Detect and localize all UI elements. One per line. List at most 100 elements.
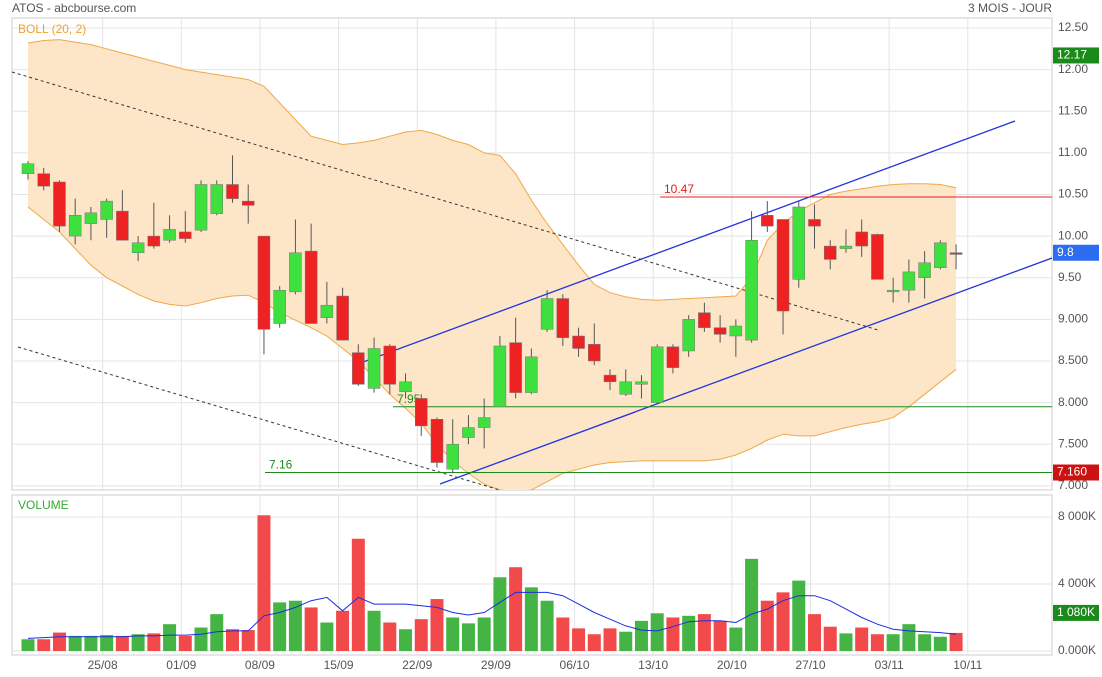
x-tick-label: 25/08 [88,658,118,672]
candle-body [698,312,711,328]
y-tick-label: 7.500 [1058,436,1088,450]
candle-body [493,345,507,408]
candle-body [635,381,648,385]
candle-body [603,374,617,383]
volume-bar [446,617,460,651]
volume-bar [84,635,98,651]
volume-bar [477,617,491,651]
volume-bar [556,617,570,651]
volume-bar [619,631,633,651]
candle-body [949,252,963,255]
candle-body [147,235,161,247]
price-marker-label: 7.160 [1057,465,1087,479]
volume-bar [414,619,428,651]
candle-body [839,245,853,249]
volume-bar [21,639,35,651]
y-tick-label: 11.50 [1058,103,1087,117]
candle-body [886,289,900,293]
candle-body [902,271,916,291]
volume-bar [399,629,413,651]
candle-body [682,319,695,352]
volume-bar [933,636,947,651]
candle-body [525,356,538,393]
candle-body [666,346,680,368]
volume-bar [839,633,853,651]
volume-bar [634,620,648,651]
volume-bar [603,628,617,651]
level-label: 7.95 [397,392,421,406]
candle-body [619,381,632,395]
trend-line [12,71,879,331]
volume-legend: VOLUME [18,498,69,512]
x-tick-label: 13/10 [638,658,668,672]
x-tick-label: 15/09 [324,658,354,672]
candle-body [131,242,145,254]
volume-bar [273,602,287,651]
y-tick-label: 7.000 [1058,478,1088,492]
volume-bar [524,587,538,651]
y-tick-label: 11.00 [1058,145,1087,159]
y-tick-label: 10.50 [1058,187,1088,201]
band-legend: BOLL (20, 2) [18,22,86,36]
volume-bar [760,600,774,651]
candle-body [918,262,931,278]
volume-bar [367,610,381,651]
candle-body [84,212,98,224]
candle-body [21,163,35,174]
axes: 12.50 12.00 11.50 11.00 10.50 10.00 9.50 9.000 8… [88,20,1099,672]
trend-lines [12,71,1052,490]
x-tick-label: 03/11 [875,658,904,672]
candle-body [477,417,491,428]
price-marker [1053,244,1099,261]
volume-bar [100,635,114,651]
candle-body [241,200,255,206]
y-tick-label: 0.000K [1058,643,1096,657]
y-tick-label: 12.50 [1058,20,1088,34]
x-tick-label: 01/09 [166,658,196,672]
volume-marker-label: 1 080K [1057,605,1095,619]
volume-bar [210,614,224,651]
candle-body [179,231,192,239]
candle-body [934,242,947,268]
candle-body [116,210,129,241]
candle-body [556,298,570,338]
volume-bar [163,624,177,651]
channel-line [439,257,1052,485]
candle-body [320,304,334,318]
candle-body [100,200,113,220]
volume-bar [808,614,821,651]
volume-bar [430,599,444,651]
volume [21,515,963,651]
x-tick-label: 27/10 [795,658,825,672]
candle-body [729,325,743,337]
candle-body [336,295,349,341]
x-tick-label: 29/09 [481,658,511,672]
volume-bar [461,623,475,651]
candle-body [745,240,758,341]
volume-bar [540,600,554,651]
volume-bar [855,627,869,651]
level-label: 7.16 [269,458,293,472]
y-tick-label: 9.50 [1058,270,1082,284]
candle-body [53,181,66,227]
candle-body [352,352,365,385]
candle-body [37,173,50,187]
candle-body [713,327,727,335]
volume-bar [351,538,365,651]
candle-body [383,345,397,385]
volume-bar [37,639,51,651]
volume-bar [776,592,790,651]
candle-body [399,381,412,393]
candles [21,155,963,474]
x-tick-label: 10/11 [953,658,982,672]
candle-body [855,231,868,247]
candle-body [509,342,522,393]
volume-bar [241,630,255,651]
candle-body [650,346,664,403]
candle-body [823,245,837,260]
y-tick-label: 9.000 [1058,312,1088,326]
volume-bar [194,627,208,651]
volume-bar [383,622,397,651]
